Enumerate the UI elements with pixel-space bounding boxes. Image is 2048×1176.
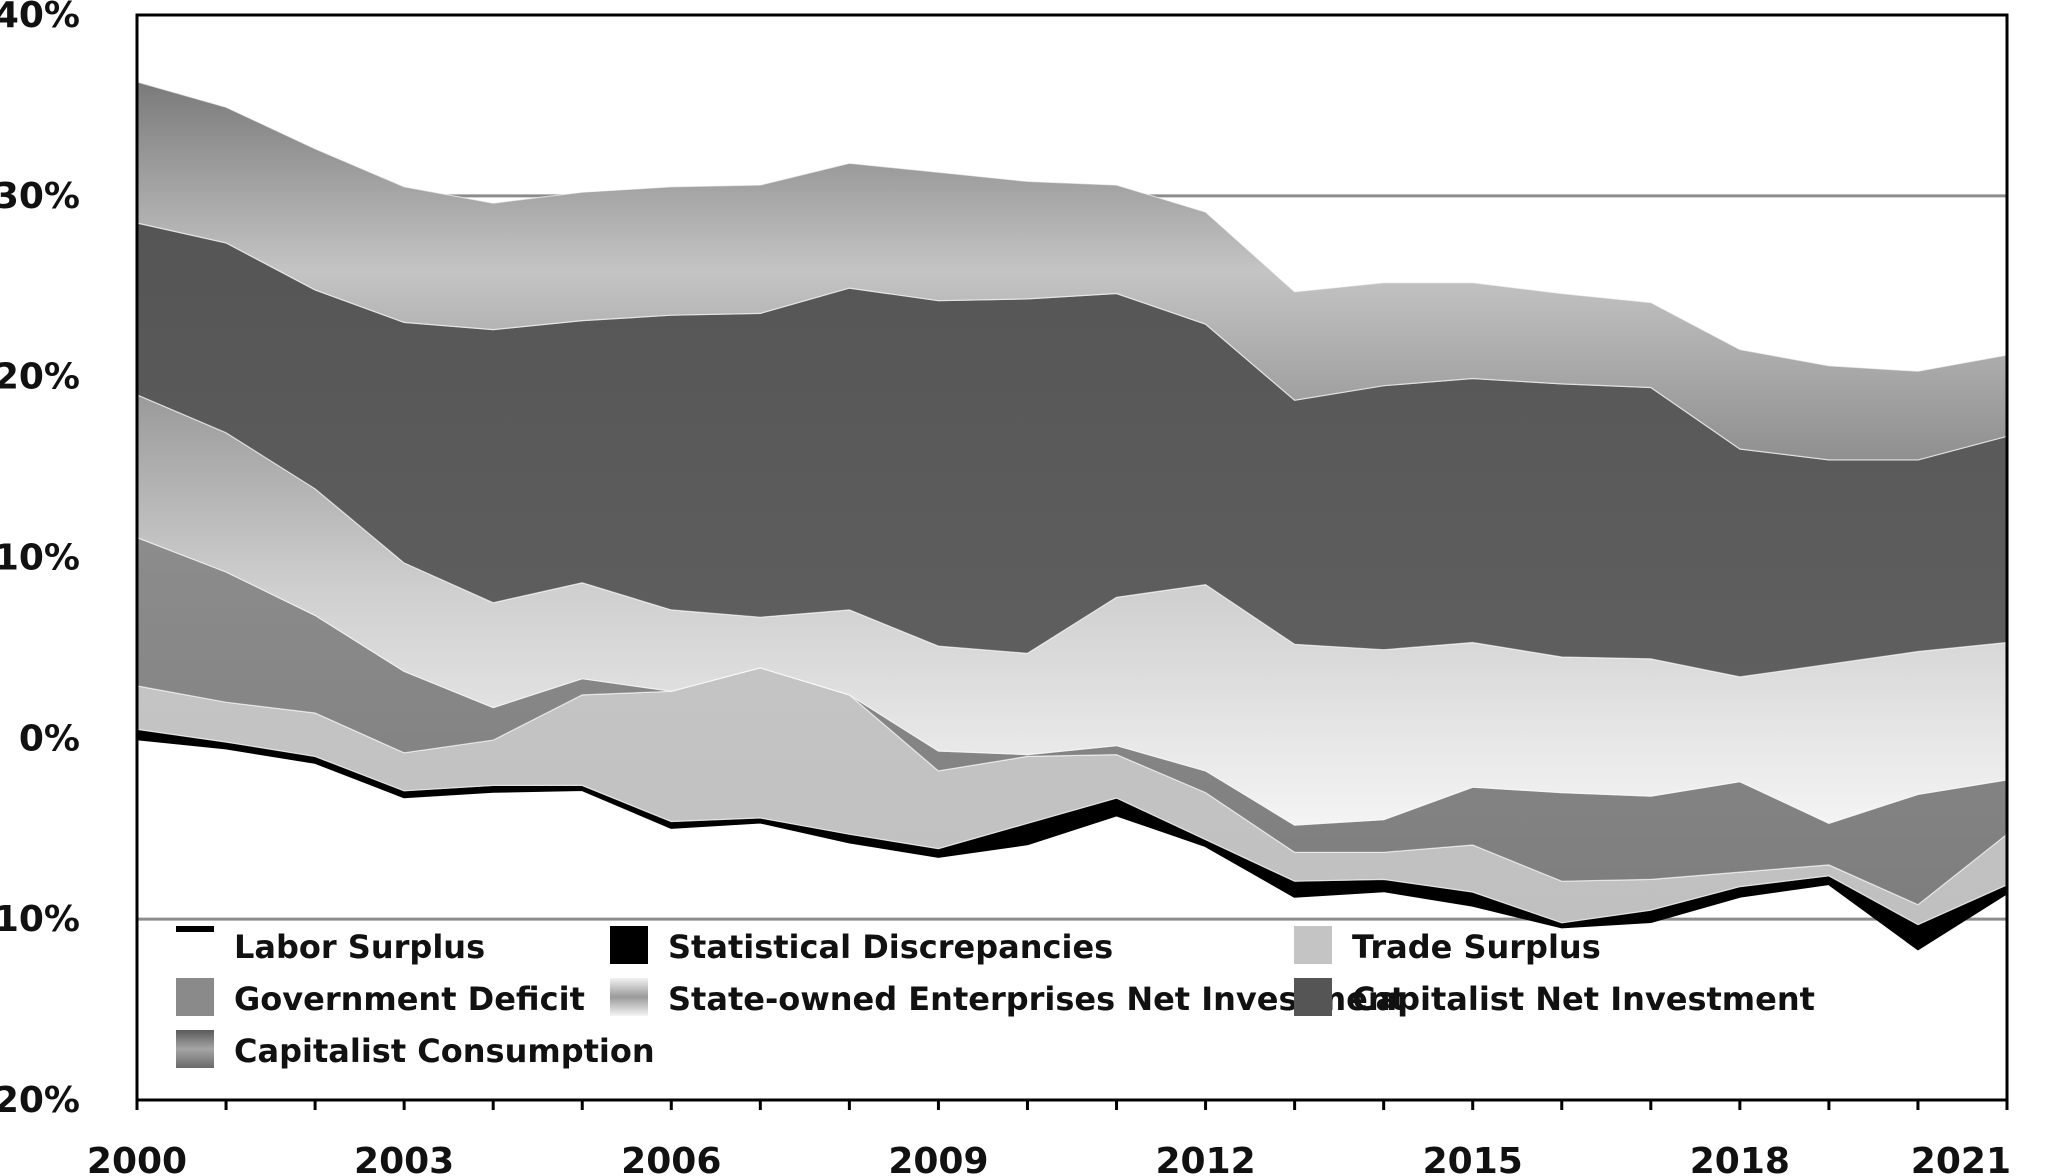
x-tick-label: 2009 xyxy=(888,1141,988,1176)
legend-label-trade-surplus: Trade Surplus xyxy=(1352,928,1601,966)
legend-label-statistical-discrepancies: Statistical Discrepancies xyxy=(668,928,1113,966)
y-tick-label: 30% xyxy=(0,176,80,217)
legend-label-labor-surplus: Labor Surplus xyxy=(234,928,485,966)
legend-swatch-labor-surplus xyxy=(176,926,214,932)
legend-swatch-capitalist-net-investment xyxy=(1294,978,1332,1016)
y-tick-label: 20% xyxy=(0,357,80,398)
x-tick-label: 2012 xyxy=(1155,1141,1255,1176)
legend-label-capitalist-net-investment: Capitalist Net Investment xyxy=(1352,980,1815,1018)
y-tick-label: 0% xyxy=(19,718,80,759)
x-axis-tick-labels: 2000 2003 2006 2009 2012 2015 2018 2021 xyxy=(87,1141,2011,1176)
legend: Labor Surplus Statistical Discrepancies Tr… xyxy=(176,926,1815,1070)
x-tick-label: 2003 xyxy=(354,1141,454,1176)
legend-swatch-government-deficit xyxy=(176,978,214,1016)
x-tick-label: 2006 xyxy=(621,1141,721,1176)
legend-swatch-trade-surplus xyxy=(1294,926,1332,964)
y-tick-label: 10% xyxy=(0,538,80,579)
line-labor-surplus xyxy=(136,736,2009,951)
legend-label-government-deficit: Government Deficit xyxy=(234,980,585,1018)
y-tick-label: -20% xyxy=(0,1080,80,1121)
x-tick-label: 2000 xyxy=(87,1141,187,1176)
legend-label-capitalist-consumption: Capitalist Consumption xyxy=(234,1032,655,1070)
y-tick-label: 40% xyxy=(0,0,80,36)
x-tick-label: 2018 xyxy=(1690,1141,1790,1176)
x-tick-label: 2015 xyxy=(1423,1141,1523,1176)
area-series-group xyxy=(136,81,2009,951)
plot-frame xyxy=(135,13,2009,1110)
legend-swatch-state-owned-enterprises-net-investment xyxy=(610,978,648,1016)
y-tick-label: -10% xyxy=(0,899,80,940)
plot-border xyxy=(135,13,2009,1102)
y-axis-tick-labels: -20% -10% 0% 10% 20% 30% 40% xyxy=(0,0,80,1121)
legend-swatch-statistical-discrepancies xyxy=(610,926,648,964)
x-tick-label: 2021 xyxy=(1911,1141,2011,1176)
legend-label-state-owned-enterprises-net-investment: State-owned Enterprises Net Investment xyxy=(668,980,1406,1018)
legend-swatch-capitalist-consumption xyxy=(176,1030,214,1068)
